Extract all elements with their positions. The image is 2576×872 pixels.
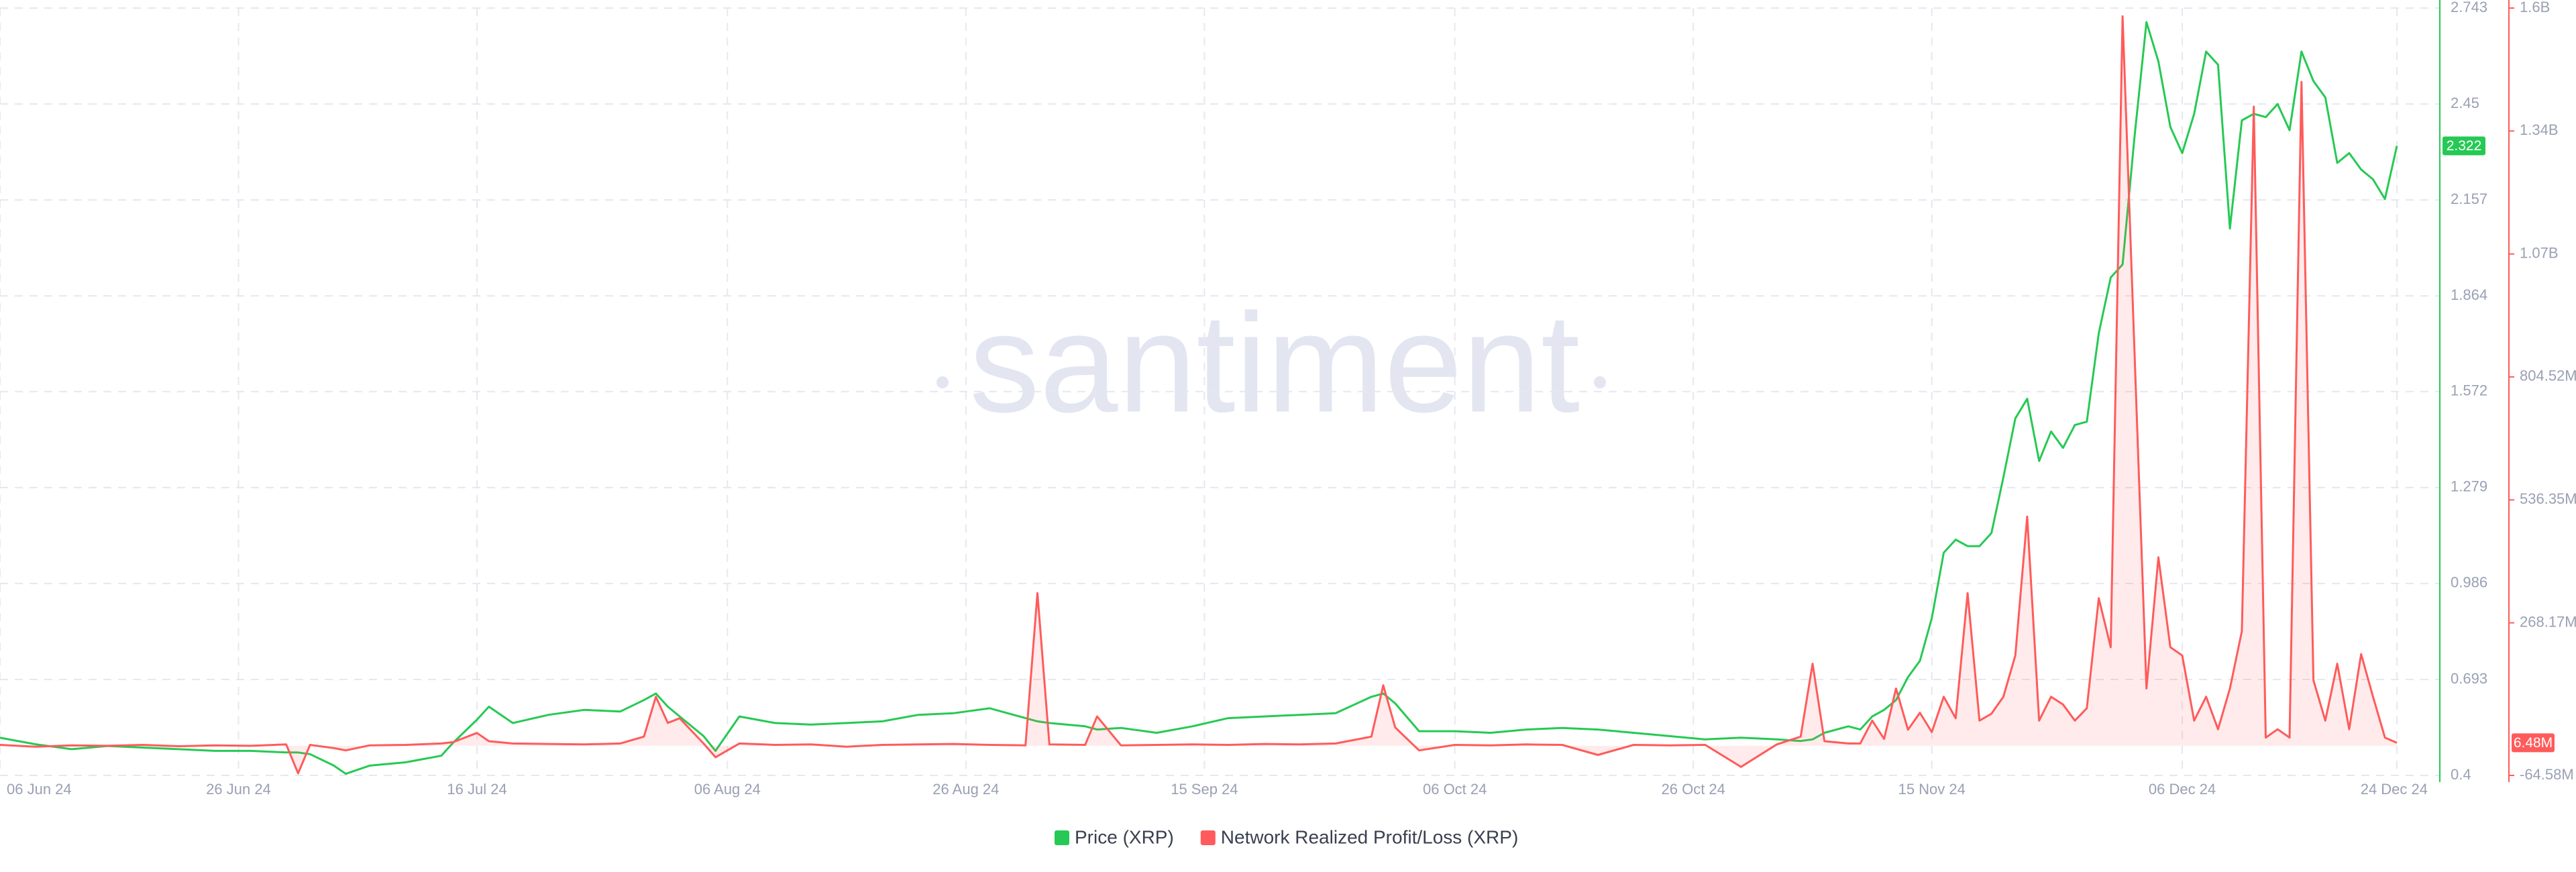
watermark: santiment	[969, 284, 1580, 441]
x-tick-label: 06 Jun 24	[7, 781, 72, 798]
x-tick-label: 16 Jul 24	[447, 781, 506, 798]
y2-tick-label: 1.6B	[2520, 0, 2550, 15]
y2-tick-label: -64.58M	[2520, 766, 2574, 783]
x-tick-label: 26 Oct 24	[1662, 781, 1725, 798]
x-tick-label: 15 Nov 24	[1898, 781, 1966, 798]
legend-swatch	[1055, 830, 1069, 845]
watermark-dot	[1594, 376, 1606, 388]
legend-label: Price (XRP)	[1075, 826, 1174, 847]
y-tick-label: 1.864	[2451, 286, 2487, 303]
y-tick-label: 0.986	[2451, 574, 2487, 591]
y2-tick-label: 804.52M	[2520, 368, 2576, 384]
y2-tick-label: 268.17M	[2520, 613, 2576, 630]
x-tick-label: 24 Dec 24	[2361, 781, 2428, 798]
y-tick-label: 1.572	[2451, 382, 2487, 399]
x-tick-label: 06 Oct 24	[1423, 781, 1487, 798]
y2-tick-label: 1.07B	[2520, 244, 2559, 261]
value-badge-label: 6.48M	[2514, 735, 2553, 751]
watermark-dot	[936, 376, 949, 388]
y-tick-label: 0.4	[2451, 766, 2471, 783]
x-tick-label: 26 Aug 24	[932, 781, 999, 798]
y-tick-label: 2.45	[2451, 95, 2479, 111]
x-tick-label: 06 Dec 24	[2149, 781, 2216, 798]
legend-swatch	[1200, 830, 1216, 845]
y2-tick-label: 1.34B	[2520, 121, 2559, 138]
watermark-group: santiment	[936, 284, 1606, 441]
x-tick-label: 26 Jun 24	[206, 781, 271, 798]
line	[0, 15, 2398, 775]
y-tick-label: 2.157	[2451, 190, 2487, 207]
value-badge-label: 2.322	[2447, 138, 2482, 154]
y-tick-label: 2.743	[2451, 0, 2487, 15]
x-tick-label: 15 Sep 24	[1171, 781, 1238, 798]
y-tick-label: 0.693	[2451, 670, 2487, 687]
legend-label: Network Realized Profit/Loss (XRP)	[1221, 826, 1518, 847]
line	[0, 21, 2398, 775]
value-badge	[2443, 136, 2485, 156]
legend: Price (XRP) Network Realized Profit/Loss …	[1055, 826, 1518, 847]
y-tick-label: 1.279	[2451, 478, 2487, 495]
area	[0, 16, 2397, 773]
x-tick-label: 06 Aug 24	[694, 781, 761, 798]
value-badge	[2512, 733, 2555, 753]
y2-tick-label: 536.35M	[2520, 490, 2576, 507]
